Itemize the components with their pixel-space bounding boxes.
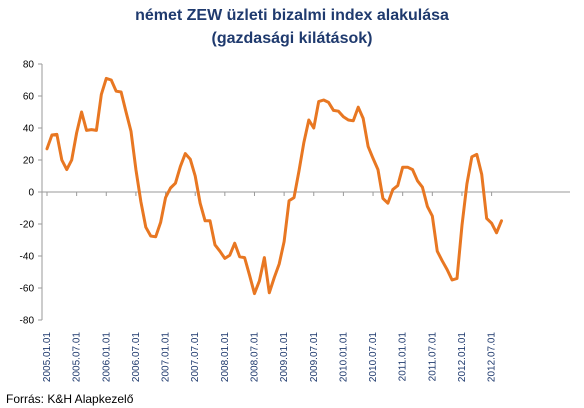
y-tick-label: 40: [23, 124, 35, 135]
y-tick-label: -40: [20, 252, 35, 263]
y-tick-label: 20: [23, 156, 35, 167]
x-tick-label: 2006.07.01: [131, 332, 142, 382]
chart-title-line: német ZEW üzleti bizalmi index alakulása: [135, 7, 449, 24]
x-tick-label: 2011.01.01: [398, 332, 409, 382]
x-tick-label: 2009.07.01: [309, 332, 320, 382]
x-tick-label: 2009.01.01: [279, 332, 290, 382]
x-axis: 2005.01.01 2005.07.01 2006.01.01 2006.07.01…: [42, 191, 570, 382]
series-line: [45, 76, 503, 296]
x-tick-label: 2005.01.01: [42, 332, 53, 382]
chart-title: német ZEW üzleti bizalmi index alakulása…: [0, 4, 584, 50]
x-tick-label: 2012.07.01: [487, 332, 498, 382]
source-note: Forrás: K&H Alapkezelő: [6, 392, 134, 406]
x-tick-label: 2007.07.01: [190, 332, 201, 382]
y-tick-label: -80: [20, 316, 35, 327]
x-tick-label: 2008.01.01: [220, 332, 231, 382]
data-series: [45, 76, 503, 296]
x-tick-label: 2010.01.01: [338, 332, 349, 382]
x-tick-label: 2010.07.01: [368, 332, 379, 382]
x-tick-label: 2011.07.01: [427, 332, 438, 382]
x-tick-label: 2007.01.01: [161, 332, 172, 382]
chart-subtitle-line: (gazdasági kilátások): [211, 30, 373, 47]
x-tick-label: 2005.07.01: [72, 332, 83, 382]
y-axis: 80 60 40 20 0 -20 -40 -60 -80: [20, 60, 43, 327]
y-tick-label: 60: [23, 92, 35, 103]
y-tick-label: 80: [23, 60, 35, 71]
y-tick-label: 0: [28, 188, 34, 199]
y-tick-label: -20: [20, 220, 35, 231]
x-tick-label: 2006.01.01: [101, 332, 112, 382]
x-tick-label: 2012.01.01: [457, 332, 468, 382]
x-tick-label: 2008.07.01: [249, 332, 260, 382]
y-tick-label: -60: [20, 284, 35, 295]
